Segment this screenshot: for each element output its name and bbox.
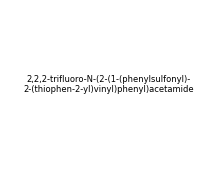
Text: 2,2,2-trifluoro-N-(2-(1-(phenylsulfonyl)-
2-(thiophen-2-yl)vinyl)phenyl)acetamid: 2,2,2-trifluoro-N-(2-(1-(phenylsulfonyl)… xyxy=(23,75,194,94)
